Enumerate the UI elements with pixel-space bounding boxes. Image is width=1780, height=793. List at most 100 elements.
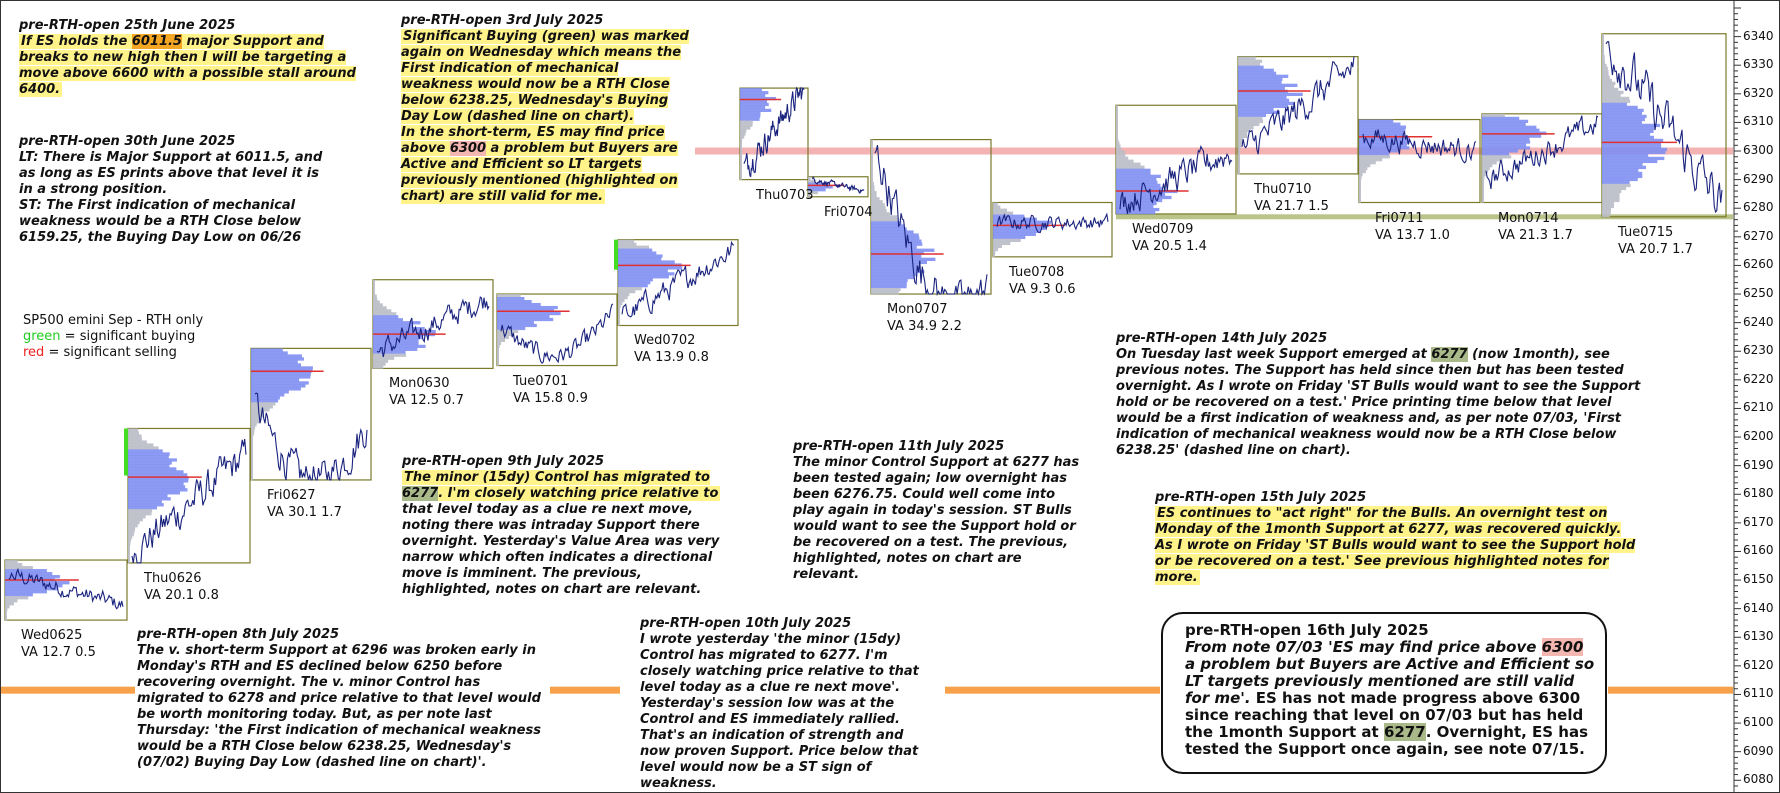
profile-row [871, 233, 919, 237]
profile-row [740, 150, 742, 154]
profile-row [871, 172, 873, 177]
axis-tick-label: 6120 [1743, 657, 1774, 672]
profile-row [871, 151, 873, 156]
profile-row [1359, 175, 1362, 180]
note-8-july-body: The v. short-term Support at 6296 was br… [137, 643, 541, 770]
session-Mon0630 [372, 279, 494, 369]
profile-row [871, 212, 890, 216]
session-label-Fri0627: Fri0627 [267, 487, 316, 503]
profile-row [1238, 80, 1282, 84]
profile-row [1116, 159, 1134, 163]
axis-tick-label: 6160 [1743, 543, 1774, 558]
profile-row [1116, 126, 1118, 130]
profile-row [128, 500, 162, 504]
profile-row [1238, 62, 1261, 66]
profile-row [497, 329, 519, 334]
profile-row [128, 455, 169, 459]
profile-row [618, 239, 635, 243]
profile-row [1482, 164, 1493, 168]
profile-row [1116, 135, 1118, 139]
profile-row [740, 135, 745, 139]
note-25-june-text-a: If ES holds the [21, 34, 132, 49]
session-Mon0707 [870, 138, 992, 297]
profile-row [497, 359, 499, 363]
profile-row [251, 393, 285, 397]
profile-row [251, 384, 306, 388]
profile-row [871, 181, 874, 186]
profile-row [1602, 114, 1647, 119]
profile-row [618, 272, 675, 276]
note-30-june: pre-RTH-open 30th June 2025 LT: There is … [19, 118, 334, 246]
note-16-july-text-c: ES has not made progress above 6300 sinc… [1185, 689, 1584, 741]
profile-row [5, 602, 14, 606]
profile-row [993, 238, 1021, 243]
price-line [1362, 129, 1477, 164]
profile-row [1359, 166, 1368, 171]
price-line [8, 567, 124, 610]
profile-row [251, 408, 270, 412]
note-3-july-text-b: a problem but Buyers are Active and Effi… [401, 141, 678, 204]
profile-row [251, 363, 301, 367]
profile-row [871, 284, 907, 289]
profile-row [1482, 113, 1505, 118]
profile-row [128, 443, 154, 447]
note-15-july-body: ES continues to "act right" for the Bull… [1155, 506, 1636, 585]
profile-row [128, 497, 171, 501]
profile-row [1238, 104, 1289, 109]
profile-row [1359, 190, 1361, 194]
profile-row [251, 357, 305, 361]
profile-row [373, 353, 407, 357]
profile-row [128, 533, 134, 537]
profile-row [1238, 143, 1242, 148]
profile-row [128, 518, 143, 522]
profile-row [128, 541, 131, 546]
profile-row [128, 488, 188, 492]
profile-row [1359, 143, 1407, 147]
legend-green-text: = significant buying [60, 329, 196, 344]
session-Fri0627 [250, 347, 372, 482]
profile-row [618, 278, 653, 282]
profile-row [1116, 111, 1118, 115]
profile-row [1482, 161, 1497, 165]
profile-row [251, 414, 263, 418]
note-16-july-text-b: a problem but Buyers are Active and Effi… [1185, 655, 1595, 707]
profile-row [871, 209, 887, 213]
profile-row [1602, 45, 1604, 50]
profile-row [1602, 177, 1638, 182]
profile-row [1238, 119, 1264, 124]
profile-row [871, 206, 886, 210]
profile-row [128, 550, 130, 555]
profile-row [1238, 59, 1263, 63]
profile-row [1116, 198, 1163, 203]
profile-row [497, 297, 525, 301]
profile-row [1602, 87, 1619, 92]
axis-tick-label: 6240 [1743, 314, 1774, 329]
profile-row [871, 148, 873, 152]
session-Thu0626 [124, 427, 251, 564]
profile-row [497, 362, 499, 366]
profile-row [373, 335, 423, 340]
profile-row [497, 347, 499, 351]
legend-entry-green: green = significant buying [23, 329, 203, 345]
profile-row [497, 311, 561, 316]
profile-row [1482, 122, 1526, 126]
note-11-july-body: The minor Control Support at 6277 has be… [793, 455, 1080, 582]
profile-row [251, 360, 298, 364]
profile-row [251, 375, 311, 379]
note-3-july-highlight: 6300 [449, 141, 487, 156]
profile-row [808, 191, 818, 195]
note-25-june-head: pre-RTH-open 25th June 2025 [19, 18, 236, 33]
note-14-july-highlight: 6277 [1431, 347, 1468, 362]
profile-row [1359, 119, 1394, 123]
profile-row [5, 599, 18, 603]
profile-row [251, 423, 257, 427]
profile-row [1482, 187, 1484, 191]
profile-row [5, 611, 7, 615]
profile-row [1482, 196, 1484, 200]
profile-row [1116, 165, 1145, 169]
profile-row [1238, 77, 1283, 81]
profile-row [618, 301, 623, 306]
profile-row [871, 175, 873, 180]
note-16-july-quote: From note 07/03 'ES may find price above… [1185, 638, 1594, 707]
profile-row [993, 211, 1014, 215]
